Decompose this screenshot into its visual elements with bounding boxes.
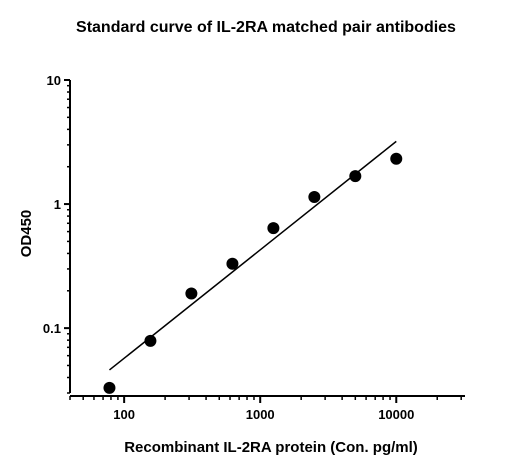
axes-layer: 0.1 1 10 100 1000 10000: [43, 73, 465, 422]
data-point: [349, 170, 362, 183]
data-point: [226, 257, 239, 270]
x-tick-label: 1000: [246, 407, 275, 422]
x-axis-label: Recombinant IL-2RA protein (Con. pg/ml): [124, 439, 418, 456]
data-point: [144, 334, 157, 347]
y-tick-label: 1: [54, 197, 61, 212]
y-tick-label: 0.1: [43, 321, 61, 336]
data-point: [308, 191, 321, 204]
data-point: [185, 287, 198, 300]
x-tick-label: 100: [113, 407, 135, 422]
data-point: [267, 222, 280, 235]
chart-title: Standard curve of IL-2RA matched pair an…: [76, 19, 456, 36]
y-axis-label: OD450: [18, 210, 35, 258]
fit-line-layer: [108, 140, 397, 371]
data-point: [103, 381, 116, 394]
data-points-layer: [103, 152, 403, 394]
fit-line: [108, 140, 397, 371]
y-tick-label: 10: [47, 73, 61, 88]
data-point: [390, 152, 403, 165]
x-tick-label: 10000: [378, 407, 414, 422]
